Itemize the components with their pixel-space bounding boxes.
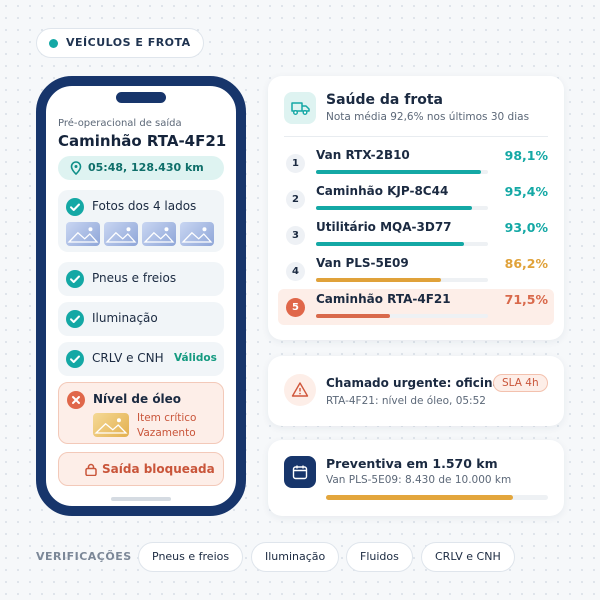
notch xyxy=(116,92,166,103)
fail-icon xyxy=(67,391,85,409)
pin-icon xyxy=(70,161,82,175)
vehicle-name: Van RTX-2B10 xyxy=(316,148,410,162)
score: 93,0% xyxy=(504,220,548,235)
alert-card: Chamado urgente: oficina SLA 4h RTA-4F21… xyxy=(268,356,564,426)
alert-icon-box xyxy=(284,374,316,406)
score: 86,2% xyxy=(504,256,548,271)
photo-thumb xyxy=(104,222,138,246)
home-bar xyxy=(111,497,171,501)
check-icon xyxy=(66,350,84,368)
score-bar xyxy=(316,206,473,210)
warning-icon xyxy=(291,382,309,397)
check-chip[interactable]: Pneus e freios xyxy=(138,542,244,572)
fail-note: Vazamento xyxy=(137,427,196,439)
check-chip[interactable]: Fluidos xyxy=(346,542,413,572)
score-bar xyxy=(316,242,464,246)
check-label: Fotos dos 4 lados xyxy=(92,199,197,213)
check-label: Iluminação xyxy=(92,311,158,325)
check-label: Pneus e freios xyxy=(92,271,177,285)
check-item: Nível de óleo Item crítico Vazamento xyxy=(58,382,224,444)
vehicle: Caminhão RTA-4F21 xyxy=(58,132,227,150)
score-bar xyxy=(316,170,482,174)
alert-detail: RTA-4F21: nível de óleo, 05:52 xyxy=(326,395,486,407)
score-bar xyxy=(316,278,441,282)
score: 71,5% xyxy=(504,292,548,307)
score: 98,1% xyxy=(504,148,548,163)
truck-icon-box xyxy=(284,92,316,124)
location: 05:48, 128.430 km xyxy=(88,161,204,174)
check-item: CRLV e CNH Válidos xyxy=(58,342,224,376)
rank: 4 xyxy=(286,262,305,281)
vehicle-name: Caminhão RTA-4F21 xyxy=(316,292,451,306)
vehicle-name: Caminhão KJP-8C44 xyxy=(316,184,449,198)
vehicle-name: Utilitário MQA-3D77 xyxy=(316,220,452,234)
lock-icon xyxy=(85,463,97,476)
rank: 3 xyxy=(286,226,305,245)
check-icon xyxy=(66,198,84,216)
calendar-icon xyxy=(292,465,308,480)
score: 95,4% xyxy=(504,184,548,199)
fail-note: Item crítico xyxy=(137,412,197,424)
check-label: CRLV e CNH xyxy=(92,351,164,365)
footer-label: VERIFICAÇÕES xyxy=(36,550,132,563)
check-item: Pneus e freios xyxy=(58,262,224,296)
check-note: Válidos xyxy=(174,352,217,364)
badge-dot xyxy=(49,39,58,48)
check-icon xyxy=(66,270,84,288)
truck-icon xyxy=(291,102,310,115)
highlight-row xyxy=(278,289,554,325)
rank: 5 xyxy=(286,298,305,317)
exit-button[interactable]: Saída bloqueada xyxy=(58,452,224,486)
photo-thumb xyxy=(93,413,129,437)
check-chip[interactable]: CRLV e CNH xyxy=(421,542,515,572)
maintenance-title: Preventiva em 1.570 km xyxy=(326,456,498,471)
calendar-icon-box xyxy=(284,456,316,488)
phone: Pré-operacional de saída Caminhão RTA-4F… xyxy=(36,76,246,516)
badge-text: VEÍCULOS E FROTA xyxy=(66,36,191,49)
section-badge: VEÍCULOS E FROTA xyxy=(36,28,204,58)
photo-thumb xyxy=(66,222,100,246)
location-chip: 05:48, 128.430 km xyxy=(58,156,224,180)
check-chip[interactable]: Iluminação xyxy=(251,542,340,572)
maintenance-card: Preventiva em 1.570 km Van PLS-5E09: 8.4… xyxy=(268,440,564,516)
divider xyxy=(284,136,548,137)
check-label: Nível de óleo xyxy=(93,392,182,406)
rank: 2 xyxy=(286,190,305,209)
rank: 1 xyxy=(286,154,305,173)
fleet-subtitle: Nota média 92,6% nos últimos 30 dias xyxy=(326,111,530,123)
alert-badge: SLA 4h xyxy=(493,374,548,392)
fleet-card: Saúde da frota Nota média 92,6% nos últi… xyxy=(268,76,564,340)
check-item: Iluminação xyxy=(58,302,224,336)
fleet-title: Saúde da frota xyxy=(326,92,443,108)
maintenance-detail: Van PLS-5E09: 8.430 de 10.000 km xyxy=(326,474,512,486)
photo-thumb xyxy=(142,222,176,246)
check-item: Fotos dos 4 lados xyxy=(58,190,224,252)
score-track xyxy=(316,314,488,318)
kicker: Pré-operacional de saída xyxy=(58,118,182,129)
score-bar xyxy=(316,314,390,318)
check-icon xyxy=(66,310,84,328)
vehicle-name: Van PLS-5E09 xyxy=(316,256,409,270)
exit-button-label: Saída bloqueada xyxy=(102,462,215,476)
alert-title: Chamado urgente: oficina xyxy=(326,376,501,390)
maintenance-bar xyxy=(326,495,514,500)
footer: VERIFICAÇÕES Pneus e freios Iluminação Flu… xyxy=(36,542,576,572)
photo-thumb xyxy=(180,222,214,246)
